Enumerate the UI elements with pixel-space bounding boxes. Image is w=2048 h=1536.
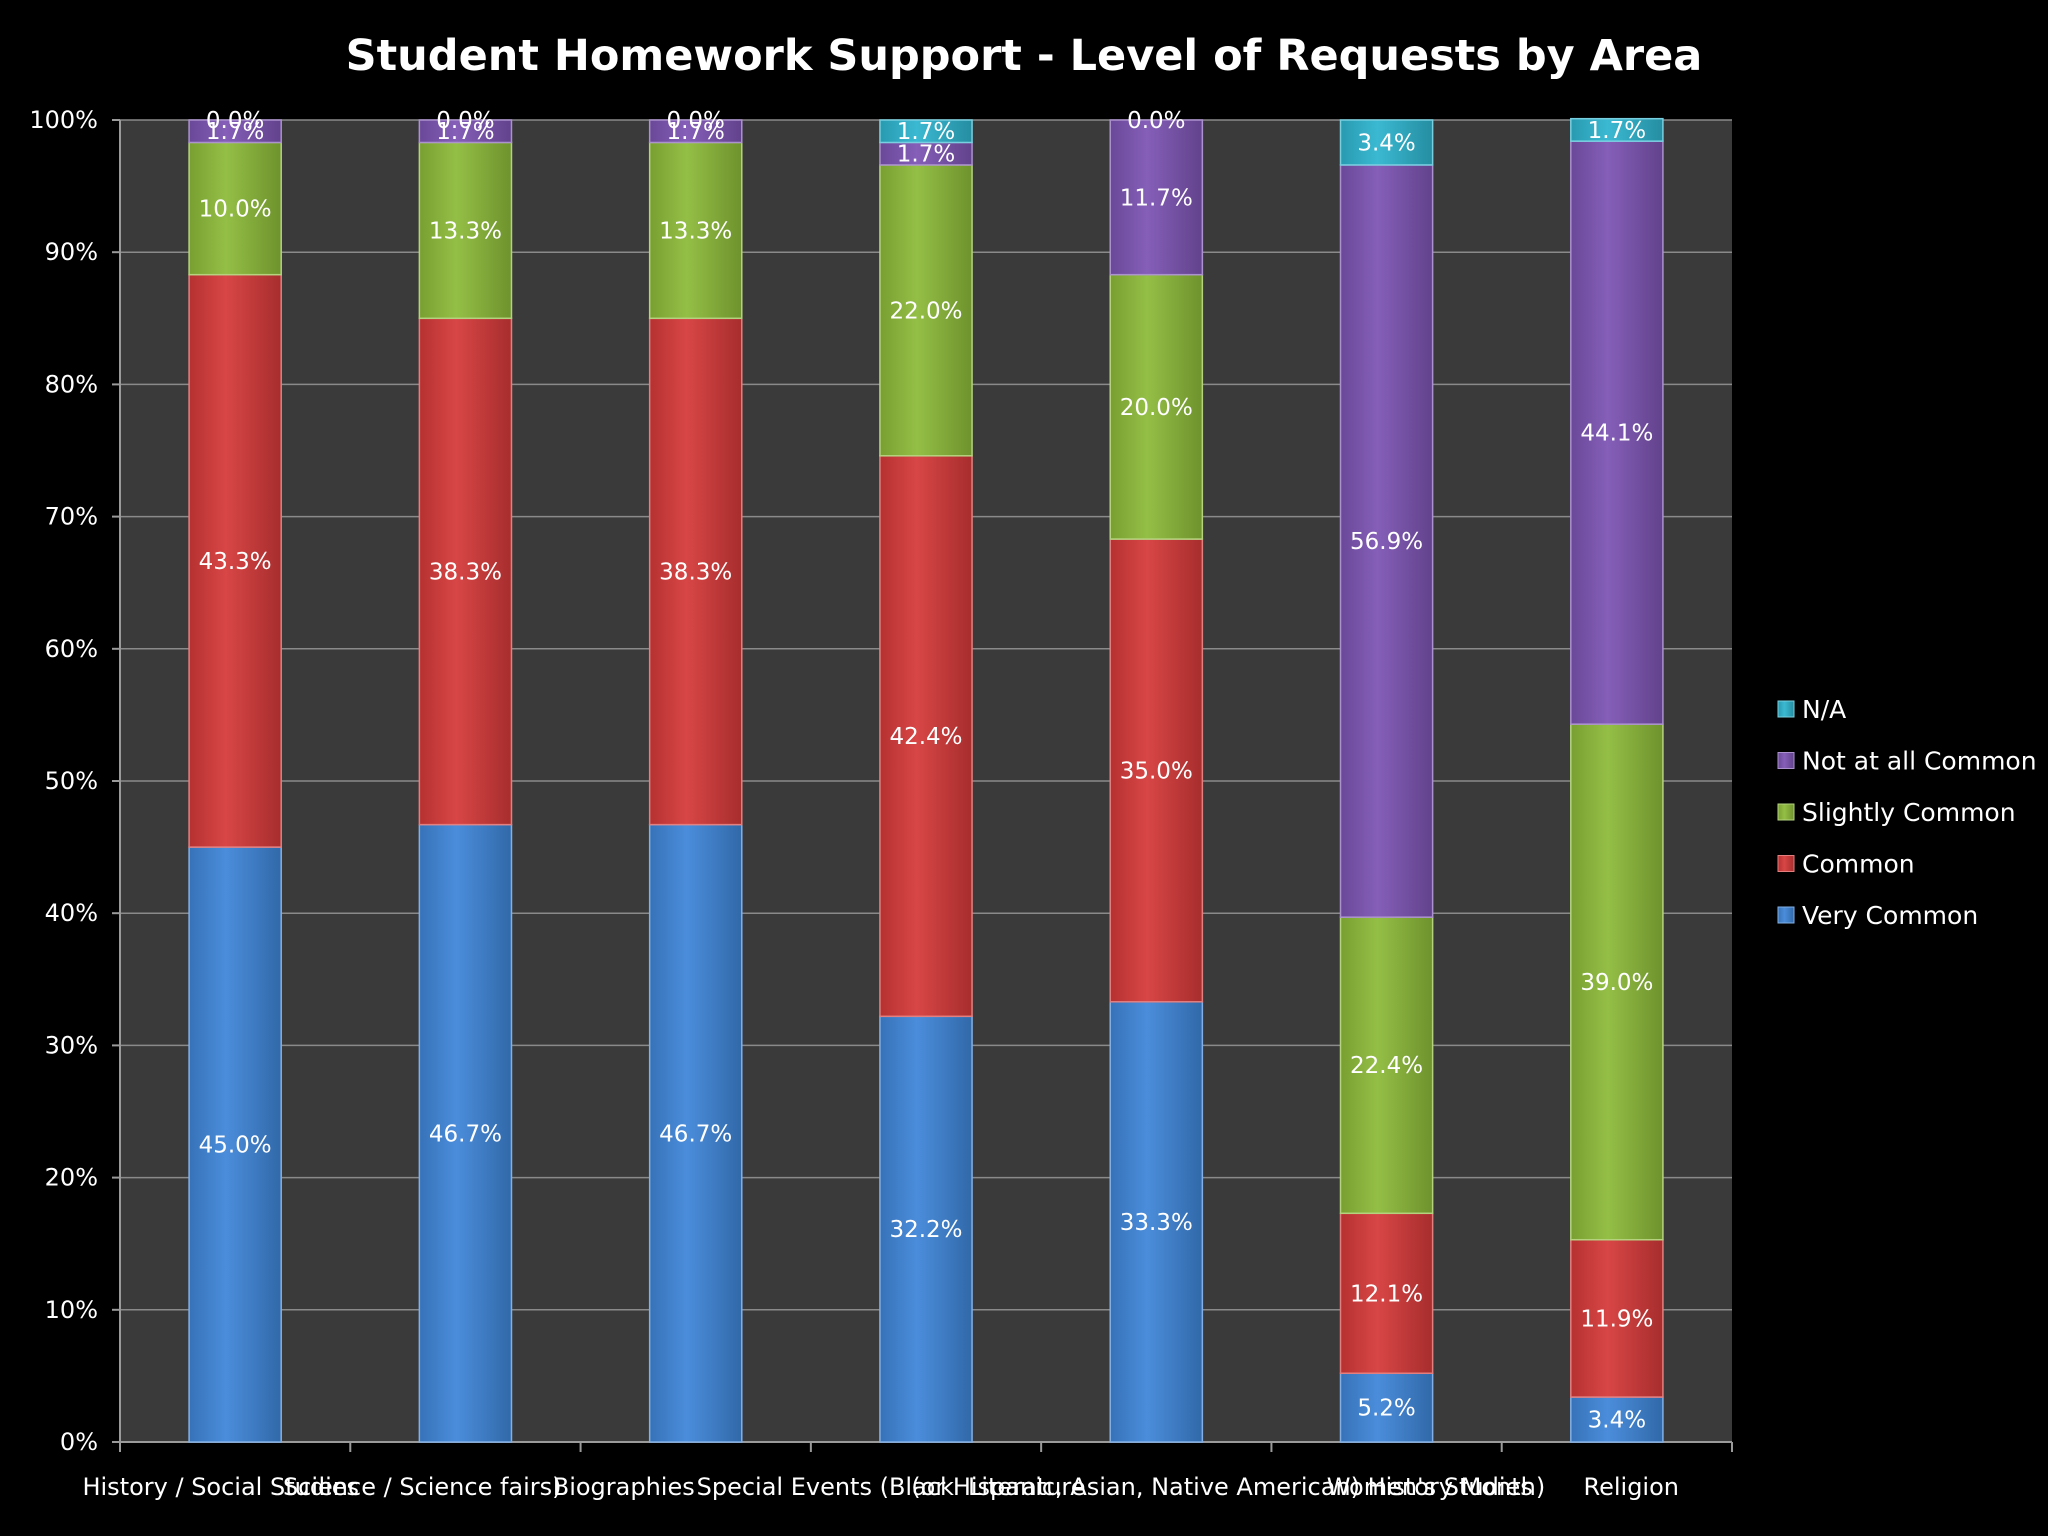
data-label: 11.7%	[1120, 185, 1193, 211]
x-category-label: Biographies	[553, 1473, 695, 1501]
data-label: 1.7%	[897, 119, 955, 145]
data-label: 3.4%	[1357, 130, 1415, 156]
legend-label: Slightly Common	[1802, 798, 2016, 827]
bar-segment	[418, 317, 513, 826]
bar-segment	[188, 141, 282, 276]
bar-segment	[1109, 538, 1204, 1003]
bar-segment	[648, 141, 743, 320]
data-label: 3.4%	[1588, 1408, 1646, 1434]
x-category-label: Special Events (Black	[697, 1473, 954, 1501]
y-tick-label: 60%	[45, 635, 98, 663]
data-label: 13.3%	[429, 218, 502, 244]
data-label: 39.0%	[1580, 970, 1653, 996]
data-label: 12.1%	[1350, 1281, 1423, 1307]
legend-label: Not at all Common	[1802, 747, 2037, 776]
data-label: 32.2%	[889, 1217, 962, 1243]
y-tick-label: 70%	[45, 503, 98, 531]
data-label: 11.9%	[1580, 1306, 1653, 1332]
bar-segment	[1570, 1396, 1664, 1443]
x-category-label: Science / Science fairs)	[283, 1473, 562, 1501]
y-tick-label: 20%	[45, 1164, 98, 1192]
bars	[188, 117, 1664, 1443]
bar-segment	[879, 164, 973, 457]
data-label: 22.0%	[889, 298, 962, 324]
legend-swatch	[1777, 855, 1795, 872]
bar-segment	[188, 119, 282, 144]
bar-segment	[648, 119, 743, 144]
bar-segment	[1339, 164, 1434, 918]
chart-title: Student Homework Support - Level of Requ…	[346, 31, 1703, 81]
data-label: 1.7%	[206, 119, 264, 145]
x-category-label: Religion	[1584, 1473, 1680, 1501]
y-tick-label: 80%	[45, 370, 98, 398]
y-tick-label: 0%	[60, 1428, 98, 1456]
legend: N/A Not at all Common Slightly Common Commo…	[1777, 695, 2037, 930]
data-label: 1.7%	[666, 119, 724, 145]
data-label: 5.2%	[1357, 1396, 1415, 1422]
bar-segment	[1339, 916, 1434, 1215]
data-label: 1.7%	[1588, 118, 1646, 144]
data-label: 44.1%	[1580, 421, 1653, 447]
data-label: 13.3%	[659, 218, 732, 244]
data-label: 45.0%	[199, 1133, 272, 1159]
bar-segment	[1109, 273, 1204, 540]
data-label: 38.3%	[429, 559, 502, 585]
bar-segment	[1570, 723, 1664, 1241]
y-tick-label: 30%	[45, 1031, 98, 1059]
x-category-label: (or Hispanic, Asian, Native American) Hi…	[911, 1473, 1545, 1501]
legend-swatch	[1777, 906, 1795, 924]
x-category-label: Women's Studies	[1327, 1473, 1533, 1501]
data-label: 10.0%	[199, 197, 272, 223]
y-tick-label: 10%	[45, 1296, 98, 1324]
data-label: 56.9%	[1350, 529, 1423, 555]
legend-swatch	[1777, 700, 1795, 718]
data-label: 0.0%	[1127, 108, 1185, 134]
bar-segment	[1109, 119, 1204, 276]
bar-segment	[879, 1015, 973, 1443]
y-tick-label: 40%	[45, 899, 98, 927]
y-tick-label: 50%	[45, 767, 98, 795]
data-label: 42.4%	[889, 724, 962, 750]
x-category-label: History / Social Studies	[82, 1473, 359, 1501]
data-labels: 45.0%43.3%10.0%1.7%0.0%46.7%38.3%13.3%1.…	[199, 108, 1654, 1434]
bar-segment	[1570, 140, 1664, 725]
bar-segment	[1339, 1372, 1434, 1443]
x-category-label: Literature	[968, 1473, 1086, 1501]
bar-segment	[1570, 117, 1664, 142]
data-label: 35.0%	[1120, 758, 1193, 784]
legend-swatch	[1777, 803, 1795, 821]
data-label: 46.7%	[659, 1121, 732, 1147]
data-label: 33.3%	[1120, 1210, 1193, 1236]
legend-swatch	[1777, 752, 1795, 769]
data-label: 43.3%	[199, 549, 272, 575]
data-label: 1.7%	[436, 119, 494, 145]
bar-segment	[648, 317, 743, 826]
data-label: 22.4%	[1350, 1053, 1423, 1079]
bar-segment	[1339, 1212, 1434, 1375]
legend-label: Common	[1802, 850, 1915, 879]
y-tick-label: 100%	[29, 106, 98, 134]
bar-segment	[188, 273, 282, 848]
bar-segment	[1339, 119, 1434, 166]
data-label: 0.0%	[206, 108, 264, 134]
bar-segment	[418, 823, 513, 1443]
bar-segment	[1109, 1001, 1204, 1443]
data-label: 46.7%	[429, 1121, 502, 1147]
axes: 0% 10% 20% 30% 40% 50% 60% 70% 80% 90% 100% History…	[29, 106, 1733, 1501]
legend-label: N/A	[1802, 695, 1846, 724]
legend-label: Very Common	[1802, 901, 1978, 930]
bar-segment	[879, 119, 973, 144]
bar-segment	[648, 823, 743, 1443]
data-label: 38.3%	[659, 559, 732, 585]
data-label: 20.0%	[1120, 395, 1193, 421]
y-tick-label: 90%	[45, 238, 98, 266]
data-label: 0.0%	[436, 108, 494, 134]
bar-segment	[418, 119, 513, 144]
data-label: 0.0%	[666, 108, 724, 134]
data-label: 1.7%	[897, 142, 955, 168]
